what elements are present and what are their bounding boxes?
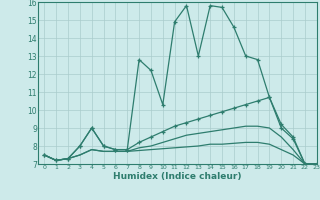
X-axis label: Humidex (Indice chaleur): Humidex (Indice chaleur) bbox=[113, 172, 242, 181]
